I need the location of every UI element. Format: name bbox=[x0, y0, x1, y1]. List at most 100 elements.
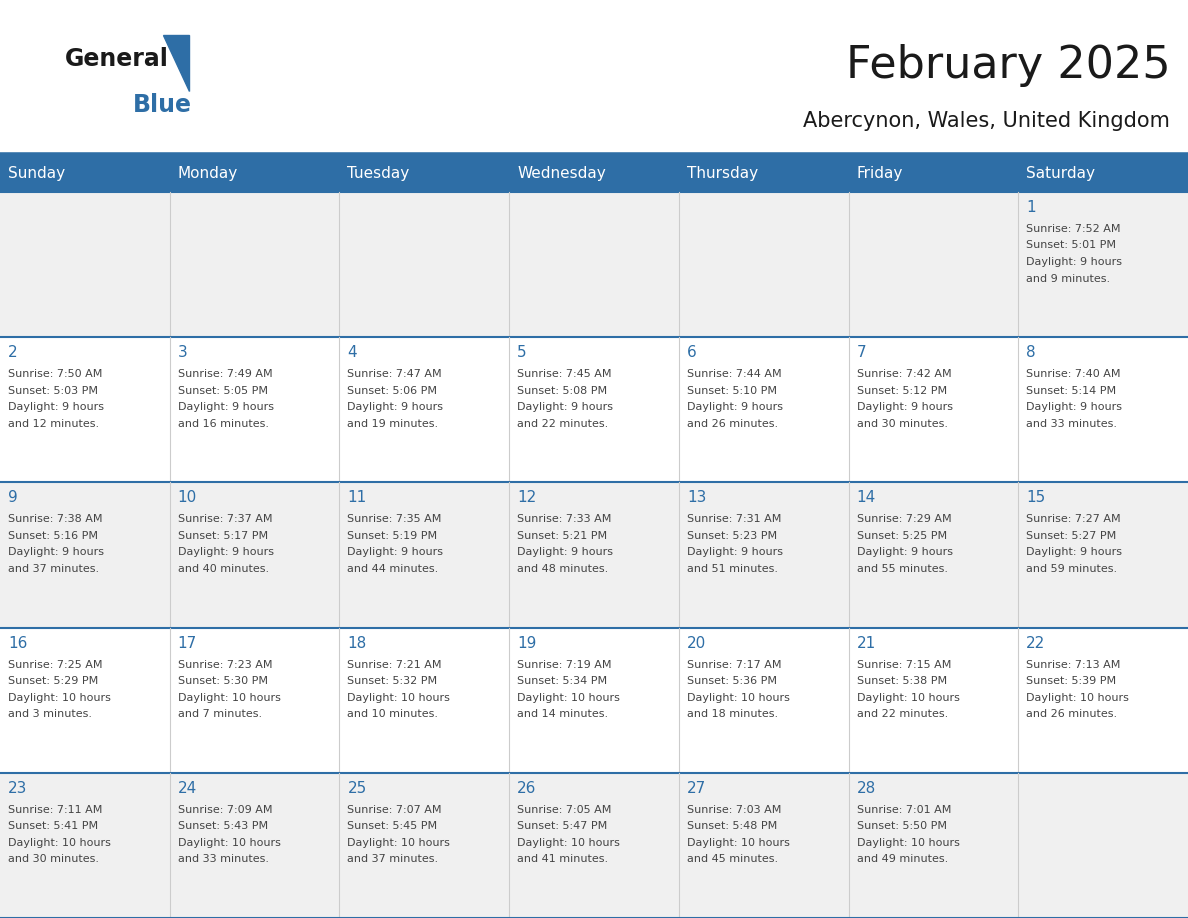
Text: 28: 28 bbox=[857, 781, 876, 796]
Text: and 41 minutes.: and 41 minutes. bbox=[517, 855, 608, 865]
Text: 5: 5 bbox=[517, 345, 526, 360]
Text: and 55 minutes.: and 55 minutes. bbox=[857, 564, 948, 574]
Text: Daylight: 9 hours: Daylight: 9 hours bbox=[178, 402, 273, 412]
Text: Daylight: 9 hours: Daylight: 9 hours bbox=[347, 547, 443, 557]
Text: Daylight: 9 hours: Daylight: 9 hours bbox=[517, 402, 613, 412]
Text: Sunset: 5:14 PM: Sunset: 5:14 PM bbox=[1026, 386, 1117, 396]
Text: Sunrise: 7:37 AM: Sunrise: 7:37 AM bbox=[178, 514, 272, 524]
Text: Sunrise: 7:09 AM: Sunrise: 7:09 AM bbox=[178, 805, 272, 815]
Text: Monday: Monday bbox=[178, 166, 238, 181]
Text: Sunset: 5:50 PM: Sunset: 5:50 PM bbox=[857, 822, 947, 832]
Text: Sunset: 5:08 PM: Sunset: 5:08 PM bbox=[517, 386, 607, 396]
Text: Daylight: 10 hours: Daylight: 10 hours bbox=[347, 692, 450, 702]
Text: Sunset: 5:47 PM: Sunset: 5:47 PM bbox=[517, 822, 607, 832]
Text: Sunrise: 7:38 AM: Sunrise: 7:38 AM bbox=[8, 514, 102, 524]
Text: and 48 minutes.: and 48 minutes. bbox=[517, 564, 608, 574]
Text: Daylight: 10 hours: Daylight: 10 hours bbox=[178, 838, 280, 848]
Text: Sunset: 5:03 PM: Sunset: 5:03 PM bbox=[8, 386, 97, 396]
Text: Sunset: 5:25 PM: Sunset: 5:25 PM bbox=[857, 531, 947, 541]
Text: Sunset: 5:16 PM: Sunset: 5:16 PM bbox=[8, 531, 97, 541]
Text: Daylight: 10 hours: Daylight: 10 hours bbox=[857, 692, 960, 702]
Text: and 45 minutes.: and 45 minutes. bbox=[687, 855, 778, 865]
Text: and 59 minutes.: and 59 minutes. bbox=[1026, 564, 1118, 574]
Bar bbox=[0, 192, 1188, 337]
Text: Sunrise: 7:11 AM: Sunrise: 7:11 AM bbox=[8, 805, 102, 815]
Text: 17: 17 bbox=[178, 635, 197, 651]
Text: 27: 27 bbox=[687, 781, 706, 796]
Text: and 12 minutes.: and 12 minutes. bbox=[8, 419, 99, 429]
Text: Thursday: Thursday bbox=[687, 166, 758, 181]
Text: and 49 minutes.: and 49 minutes. bbox=[857, 855, 948, 865]
Text: and 40 minutes.: and 40 minutes. bbox=[178, 564, 268, 574]
Text: 2: 2 bbox=[8, 345, 18, 360]
Text: and 22 minutes.: and 22 minutes. bbox=[517, 419, 608, 429]
Text: and 19 minutes.: and 19 minutes. bbox=[347, 419, 438, 429]
Text: and 33 minutes.: and 33 minutes. bbox=[1026, 419, 1117, 429]
Text: Sunrise: 7:07 AM: Sunrise: 7:07 AM bbox=[347, 805, 442, 815]
Text: Sunrise: 7:01 AM: Sunrise: 7:01 AM bbox=[857, 805, 950, 815]
Text: Sunset: 5:19 PM: Sunset: 5:19 PM bbox=[347, 531, 437, 541]
Text: 19: 19 bbox=[517, 635, 537, 651]
Text: February 2025: February 2025 bbox=[846, 43, 1170, 86]
Text: 9: 9 bbox=[8, 490, 18, 506]
Text: 10: 10 bbox=[178, 490, 197, 506]
Text: Abercynon, Wales, United Kingdom: Abercynon, Wales, United Kingdom bbox=[803, 111, 1170, 131]
Text: Sunset: 5:27 PM: Sunset: 5:27 PM bbox=[1026, 531, 1117, 541]
Text: Sunset: 5:06 PM: Sunset: 5:06 PM bbox=[347, 386, 437, 396]
Text: Daylight: 9 hours: Daylight: 9 hours bbox=[1026, 402, 1123, 412]
Text: and 14 minutes.: and 14 minutes. bbox=[517, 709, 608, 719]
Text: Sunrise: 7:29 AM: Sunrise: 7:29 AM bbox=[857, 514, 952, 524]
Bar bbox=[0, 628, 1188, 773]
Text: Sunrise: 7:27 AM: Sunrise: 7:27 AM bbox=[1026, 514, 1121, 524]
Text: and 51 minutes.: and 51 minutes. bbox=[687, 564, 778, 574]
Text: and 10 minutes.: and 10 minutes. bbox=[347, 709, 438, 719]
Text: Sunrise: 7:40 AM: Sunrise: 7:40 AM bbox=[1026, 369, 1120, 379]
Text: Wednesday: Wednesday bbox=[517, 166, 606, 181]
Text: and 16 minutes.: and 16 minutes. bbox=[178, 419, 268, 429]
Text: Daylight: 10 hours: Daylight: 10 hours bbox=[347, 838, 450, 848]
Text: and 22 minutes.: and 22 minutes. bbox=[857, 709, 948, 719]
Text: Sunrise: 7:03 AM: Sunrise: 7:03 AM bbox=[687, 805, 782, 815]
Text: Sunset: 5:23 PM: Sunset: 5:23 PM bbox=[687, 531, 777, 541]
Text: Sunrise: 7:47 AM: Sunrise: 7:47 AM bbox=[347, 369, 442, 379]
Text: Sunset: 5:43 PM: Sunset: 5:43 PM bbox=[178, 822, 267, 832]
Text: Daylight: 9 hours: Daylight: 9 hours bbox=[1026, 257, 1123, 267]
Text: Sunset: 5:48 PM: Sunset: 5:48 PM bbox=[687, 822, 777, 832]
Text: Sunrise: 7:45 AM: Sunrise: 7:45 AM bbox=[517, 369, 612, 379]
Text: Sunset: 5:30 PM: Sunset: 5:30 PM bbox=[178, 676, 267, 686]
Text: and 37 minutes.: and 37 minutes. bbox=[8, 564, 99, 574]
Text: Daylight: 9 hours: Daylight: 9 hours bbox=[857, 547, 953, 557]
Text: Blue: Blue bbox=[133, 94, 192, 118]
Text: Sunrise: 7:49 AM: Sunrise: 7:49 AM bbox=[178, 369, 272, 379]
Text: and 33 minutes.: and 33 minutes. bbox=[178, 855, 268, 865]
Text: Sunset: 5:32 PM: Sunset: 5:32 PM bbox=[347, 676, 437, 686]
Text: Sunset: 5:01 PM: Sunset: 5:01 PM bbox=[1026, 241, 1117, 251]
Text: Sunset: 5:12 PM: Sunset: 5:12 PM bbox=[857, 386, 947, 396]
Text: Daylight: 9 hours: Daylight: 9 hours bbox=[517, 547, 613, 557]
Text: Sunrise: 7:31 AM: Sunrise: 7:31 AM bbox=[687, 514, 782, 524]
Text: Sunrise: 7:25 AM: Sunrise: 7:25 AM bbox=[8, 660, 102, 669]
Polygon shape bbox=[163, 35, 189, 91]
Text: Daylight: 9 hours: Daylight: 9 hours bbox=[857, 402, 953, 412]
Text: and 44 minutes.: and 44 minutes. bbox=[347, 564, 438, 574]
Text: 6: 6 bbox=[687, 345, 696, 360]
Text: and 26 minutes.: and 26 minutes. bbox=[1026, 709, 1118, 719]
Bar bbox=[0, 337, 1188, 482]
Text: 25: 25 bbox=[347, 781, 367, 796]
Text: Daylight: 9 hours: Daylight: 9 hours bbox=[687, 547, 783, 557]
Text: Sunrise: 7:13 AM: Sunrise: 7:13 AM bbox=[1026, 660, 1120, 669]
Text: and 30 minutes.: and 30 minutes. bbox=[8, 855, 99, 865]
Text: and 9 minutes.: and 9 minutes. bbox=[1026, 274, 1111, 284]
Text: 8: 8 bbox=[1026, 345, 1036, 360]
Text: 3: 3 bbox=[178, 345, 188, 360]
Text: Saturday: Saturday bbox=[1026, 166, 1095, 181]
Text: Sunset: 5:34 PM: Sunset: 5:34 PM bbox=[517, 676, 607, 686]
Text: Sunrise: 7:21 AM: Sunrise: 7:21 AM bbox=[347, 660, 442, 669]
Text: Daylight: 9 hours: Daylight: 9 hours bbox=[178, 547, 273, 557]
Text: Daylight: 10 hours: Daylight: 10 hours bbox=[8, 838, 110, 848]
Text: Sunset: 5:39 PM: Sunset: 5:39 PM bbox=[1026, 676, 1117, 686]
Text: Daylight: 9 hours: Daylight: 9 hours bbox=[687, 402, 783, 412]
Text: 14: 14 bbox=[857, 490, 876, 506]
Text: Sunrise: 7:44 AM: Sunrise: 7:44 AM bbox=[687, 369, 782, 379]
Text: 22: 22 bbox=[1026, 635, 1045, 651]
